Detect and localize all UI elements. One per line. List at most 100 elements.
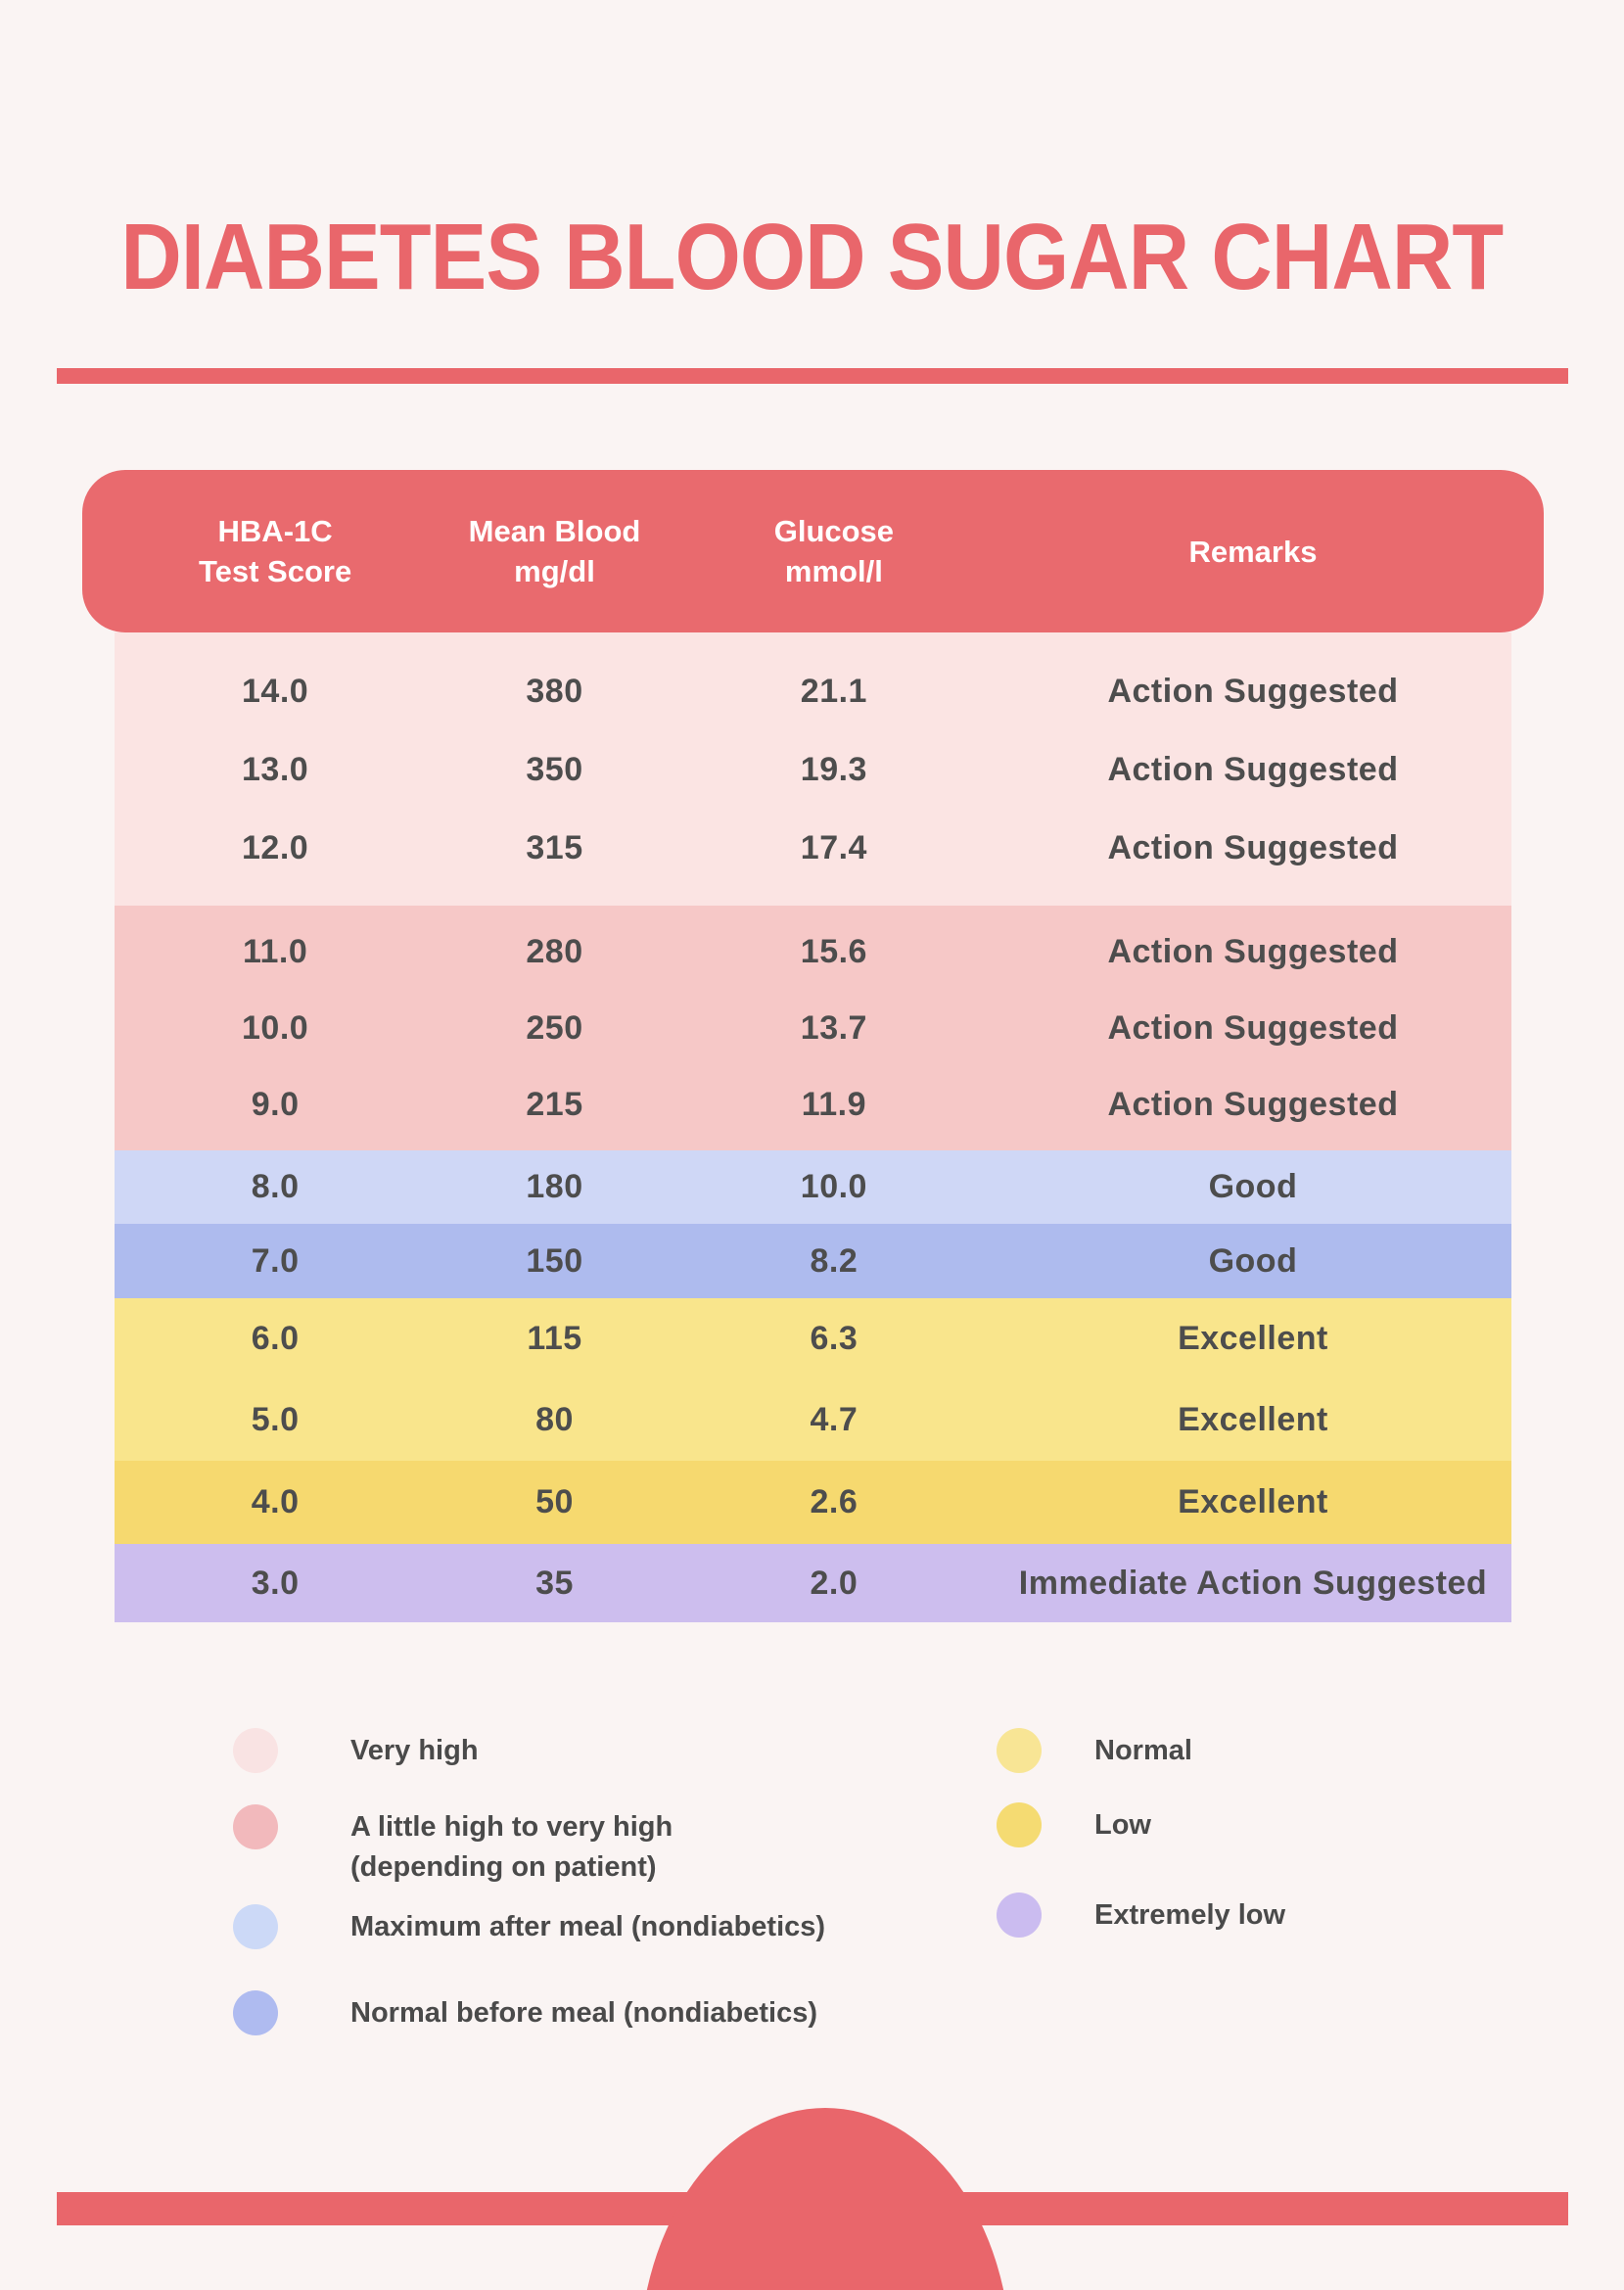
legend-label-text: Maximum after meal (nondiabetics) [350, 1910, 826, 1942]
legend-dot-very-high [233, 1728, 278, 1773]
cell-mg-dl: 80 [535, 1401, 574, 1438]
cell-remarks: Action Suggested [1107, 750, 1399, 788]
page-title-wrap: DIABETES BLOOD SUGAR CHART [0, 204, 1624, 311]
cell-mg-dl: 280 [526, 932, 583, 970]
column-header-hba1c-line2: Test Score [198, 554, 352, 588]
section-low: 4.0 50 2.6 Excellent [115, 1461, 1511, 1544]
table-row: 12.0 315 17.4 Action Suggested [115, 809, 1511, 887]
column-header-glucose-line1: Glucose [773, 514, 895, 548]
cell-mg-dl: 115 [527, 1320, 582, 1357]
legend-label-text: Extremely low [1094, 1898, 1286, 1931]
cell-hba1c: 6.0 [251, 1320, 300, 1357]
cell-mg-dl: 180 [526, 1168, 583, 1205]
table-row: 11.0 280 15.6 Action Suggested [115, 913, 1511, 990]
table-row: 13.0 350 19.3 Action Suggested [115, 730, 1511, 809]
legend-dot-extremely-low [997, 1893, 1042, 1938]
cell-remarks: Action Suggested [1107, 672, 1399, 710]
cell-remarks: Excellent [1178, 1483, 1328, 1520]
table-row: 10.0 250 13.7 Action Suggested [115, 990, 1511, 1066]
legend-label: A little high to very high (depending on… [350, 1807, 673, 1888]
legend-item-little-high: A little high to very high (depending on… [233, 1804, 673, 1888]
cell-hba1c: 7.0 [251, 1241, 300, 1280]
cell-remarks: Action Suggested [1107, 828, 1399, 866]
cell-remarks: Action Suggested [1107, 1008, 1399, 1047]
cell-hba1c: 9.0 [251, 1085, 300, 1123]
cell-mmol-l: 10.0 [800, 1168, 867, 1205]
table-body: 14.0 380 21.1 Action Suggested 13.0 350 … [115, 632, 1511, 1622]
cell-mmol-l: 8.2 [810, 1241, 858, 1280]
legend-dot-little-high [233, 1804, 278, 1849]
legend-label: Low [1094, 1805, 1151, 1846]
cell-mg-dl: 35 [535, 1564, 574, 1602]
legend-label-text: Normal [1094, 1734, 1192, 1766]
section-little-high: 11.0 280 15.6 Action Suggested 10.0 250 … [115, 906, 1511, 1150]
legend-dot-low [997, 1802, 1042, 1847]
cell-hba1c: 12.0 [242, 828, 309, 866]
column-header-mean-blood-line2: mg/dl [514, 554, 595, 588]
table-row: 9.0 215 11.9 Action Suggested [115, 1066, 1511, 1143]
column-header-mean-blood: Mean Blood mg/dl [436, 511, 673, 591]
table-header-row: HBA-1C Test Score Mean Blood mg/dl Gluco… [115, 470, 1511, 632]
cell-mmol-l: 15.6 [800, 932, 867, 970]
cell-remarks: Action Suggested [1107, 932, 1399, 970]
legend-label-text: A little high to very high [350, 1811, 673, 1843]
table-header: HBA-1C Test Score Mean Blood mg/dl Gluco… [82, 470, 1544, 632]
cell-mg-dl: 250 [526, 1008, 583, 1047]
cell-hba1c: 8.0 [251, 1168, 300, 1205]
table-row: 7.0 150 8.2 Good [115, 1224, 1511, 1298]
cell-remarks: Good [1208, 1168, 1298, 1205]
section-maximum-after-meal: 8.0 180 10.0 Good [115, 1150, 1511, 1224]
cell-mg-dl: 315 [526, 828, 583, 866]
column-header-hba1c-line1: HBA-1C [217, 514, 333, 548]
legend-label-text: Low [1094, 1808, 1151, 1841]
legend-label-text-line2: (depending on patient) [350, 1851, 657, 1883]
column-header-glucose-line2: mmol/l [784, 554, 883, 588]
cell-mg-dl: 350 [526, 750, 583, 788]
cell-hba1c: 5.0 [251, 1401, 300, 1438]
cell-remarks: Action Suggested [1107, 1085, 1399, 1123]
cell-hba1c: 3.0 [251, 1564, 300, 1602]
bottom-dome-decoration [639, 2108, 1011, 2290]
top-divider-bar [57, 368, 1568, 384]
column-header-glucose: Glucose mmol/l [673, 511, 995, 591]
legend-item-normal: Normal [997, 1728, 1192, 1773]
legend-label: Maximum after meal (nondiabetics) [350, 1907, 825, 1947]
cell-mmol-l: 19.3 [800, 750, 867, 788]
cell-mmol-l: 11.9 [801, 1085, 867, 1123]
legend-label: Normal before meal (nondiabetics) [350, 1993, 817, 2033]
cell-mg-dl: 215 [526, 1085, 583, 1123]
column-header-remarks-line1: Remarks [1188, 534, 1318, 569]
legend-item-low: Low [997, 1802, 1151, 1847]
table-row: 8.0 180 10.0 Good [115, 1150, 1511, 1224]
cell-hba1c: 13.0 [242, 750, 309, 788]
legend-item-very-high: Very high [233, 1728, 479, 1773]
legend-dot-maximum-after-meal [233, 1904, 278, 1949]
cell-hba1c: 14.0 [242, 672, 309, 710]
legend-label-text: Very high [350, 1734, 479, 1766]
legend-label-text: Normal before meal (nondiabetics) [350, 1996, 817, 2029]
page-title: DIABETES BLOOD SUGAR CHART [120, 205, 1505, 309]
column-header-hba1c: HBA-1C Test Score [115, 511, 436, 591]
cell-mmol-l: 13.7 [800, 1008, 867, 1047]
legend-dot-normal-before-meal [233, 1990, 278, 2035]
cell-hba1c: 11.0 [242, 932, 308, 970]
cell-remarks: Good [1208, 1241, 1298, 1280]
legend-item-maximum-after-meal: Maximum after meal (nondiabetics) [233, 1904, 825, 1949]
cell-mg-dl: 150 [526, 1241, 583, 1280]
cell-hba1c: 4.0 [251, 1483, 300, 1520]
column-header-mean-blood-line1: Mean Blood [468, 514, 641, 548]
cell-mmol-l: 2.0 [810, 1564, 858, 1602]
legend-label: Extremely low [1094, 1895, 1285, 1936]
table-row: 5.0 80 4.7 Excellent [115, 1379, 1511, 1461]
legend-label: Very high [350, 1731, 479, 1771]
table-row: 4.0 50 2.6 Excellent [115, 1461, 1511, 1544]
cell-remarks: Excellent [1178, 1401, 1328, 1438]
table-row: 14.0 380 21.1 Action Suggested [115, 652, 1511, 730]
table-row: 3.0 35 2.0 Immediate Action Suggested [115, 1544, 1511, 1622]
section-extremely-low: 3.0 35 2.0 Immediate Action Suggested [115, 1544, 1511, 1622]
cell-mmol-l: 2.6 [810, 1483, 858, 1520]
section-normal: 6.0 115 6.3 Excellent 5.0 80 4.7 Excelle… [115, 1298, 1511, 1461]
cell-hba1c: 10.0 [242, 1008, 309, 1047]
legend-label: Normal [1094, 1731, 1192, 1771]
